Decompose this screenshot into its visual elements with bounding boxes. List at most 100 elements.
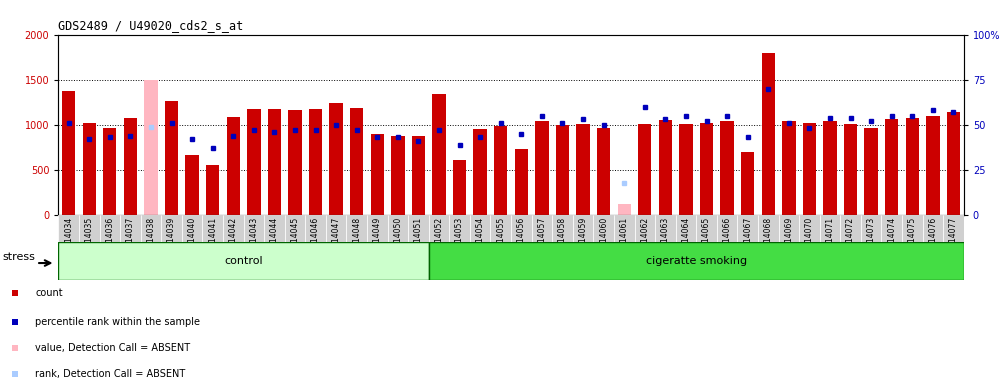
Bar (717, 215, 737, 242)
Bar (741, 152, 754, 215)
Text: GSM114041: GSM114041 (208, 217, 217, 263)
Bar (124, 119, 137, 215)
Bar (881, 215, 902, 242)
Text: GSM114034: GSM114034 (64, 217, 73, 263)
Bar (820, 215, 840, 242)
Text: GSM114055: GSM114055 (496, 217, 505, 263)
Bar (429, 215, 450, 242)
Bar (923, 215, 944, 242)
Text: GSM114067: GSM114067 (743, 217, 752, 263)
Text: GSM114046: GSM114046 (311, 217, 320, 263)
Bar (100, 215, 120, 242)
Bar (840, 215, 861, 242)
Text: GSM114065: GSM114065 (702, 217, 711, 263)
Text: value, Detection Call = ABSENT: value, Detection Call = ABSENT (35, 343, 190, 353)
Bar (700, 123, 713, 215)
Bar (350, 108, 363, 215)
Text: GSM114053: GSM114053 (455, 217, 464, 263)
Bar (803, 123, 816, 215)
Text: GSM114054: GSM114054 (476, 217, 485, 263)
Bar (206, 164, 219, 215)
Bar (289, 110, 302, 215)
Text: GSM114044: GSM114044 (270, 217, 279, 263)
Bar (614, 215, 635, 242)
Text: GSM114076: GSM114076 (929, 217, 938, 263)
Bar (411, 136, 426, 215)
Bar (305, 215, 326, 242)
Bar (453, 160, 467, 215)
Text: GSM114045: GSM114045 (291, 217, 300, 263)
Text: GSM114035: GSM114035 (85, 217, 94, 263)
Text: GSM114051: GSM114051 (413, 217, 423, 263)
Text: GSM114061: GSM114061 (620, 217, 629, 263)
Bar (165, 101, 178, 215)
Bar (185, 156, 199, 215)
Bar (494, 126, 507, 215)
Bar (309, 109, 322, 215)
Bar (433, 94, 446, 215)
Bar (247, 109, 261, 215)
Text: GSM114057: GSM114057 (537, 217, 546, 263)
Bar (265, 215, 285, 242)
Text: GSM114064: GSM114064 (681, 217, 690, 263)
Bar (679, 124, 693, 215)
Bar (120, 215, 141, 242)
Text: GSM114063: GSM114063 (661, 217, 670, 263)
Bar (885, 119, 898, 215)
Bar (491, 215, 511, 242)
Bar (470, 215, 491, 242)
Bar (450, 215, 470, 242)
Bar (58, 215, 78, 242)
Bar (696, 215, 717, 242)
Bar (531, 215, 552, 242)
Bar (387, 215, 408, 242)
Bar (927, 116, 940, 215)
Bar (268, 109, 281, 215)
Bar (161, 215, 182, 242)
Text: count: count (35, 288, 62, 298)
Bar (515, 149, 528, 215)
Text: stress: stress (3, 252, 36, 262)
Text: GSM114071: GSM114071 (826, 217, 835, 263)
Bar (58, 242, 429, 280)
Bar (779, 215, 799, 242)
Bar (429, 242, 964, 280)
Text: GSM114036: GSM114036 (106, 217, 115, 263)
Text: GDS2489 / U49020_cds2_s_at: GDS2489 / U49020_cds2_s_at (58, 19, 243, 32)
Bar (346, 215, 367, 242)
Bar (944, 215, 964, 242)
Bar (902, 215, 923, 242)
Text: GSM114074: GSM114074 (887, 217, 896, 263)
Text: GSM114056: GSM114056 (517, 217, 526, 263)
Bar (576, 124, 590, 215)
Bar (78, 215, 100, 242)
Text: GSM114047: GSM114047 (332, 217, 341, 263)
Bar (799, 215, 820, 242)
Text: GSM114066: GSM114066 (722, 217, 731, 263)
Text: GSM114049: GSM114049 (373, 217, 382, 263)
Text: GSM114059: GSM114059 (578, 217, 588, 263)
Text: percentile rank within the sample: percentile rank within the sample (35, 317, 200, 327)
Bar (144, 80, 158, 215)
Bar (823, 121, 837, 215)
Bar (223, 215, 243, 242)
Bar (655, 215, 676, 242)
Bar (555, 125, 569, 215)
Text: GSM114062: GSM114062 (640, 217, 649, 263)
Bar (243, 215, 265, 242)
Bar (82, 123, 96, 215)
Bar (182, 215, 202, 242)
Bar (676, 215, 696, 242)
Bar (659, 120, 672, 215)
Text: GSM114068: GSM114068 (764, 217, 773, 263)
Text: GSM114052: GSM114052 (435, 217, 444, 263)
Bar (864, 128, 878, 215)
Bar (511, 215, 531, 242)
Text: GSM114072: GSM114072 (846, 217, 855, 263)
Text: GSM114043: GSM114043 (249, 217, 259, 263)
Text: rank, Detection Call = ABSENT: rank, Detection Call = ABSENT (35, 369, 185, 379)
Bar (594, 215, 614, 242)
Text: GSM114048: GSM114048 (352, 217, 361, 263)
Text: GSM114037: GSM114037 (126, 217, 135, 263)
Text: GSM114058: GSM114058 (558, 217, 567, 263)
